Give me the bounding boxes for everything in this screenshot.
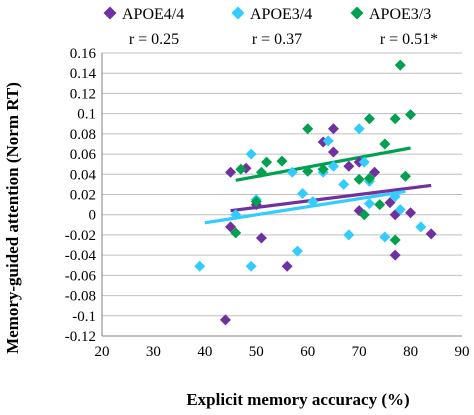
point-apoe33 [255,166,267,178]
point-apoe44 [219,314,231,326]
point-apoe34 [322,135,334,147]
legend-label-apoe33: APOE3/3 [369,6,431,23]
y-tick-label: -0.02 [65,228,96,244]
point-apoe33 [374,199,386,211]
points-layer [194,59,437,326]
point-apoe34 [291,245,303,257]
axes-layer [101,53,462,337]
point-apoe34 [358,156,370,168]
point-apoe34 [194,260,206,272]
y-axis-title: Memory-guided attention (Norm RT) [3,82,22,354]
y-tick-label: 0.1 [77,107,96,123]
point-apoe33 [379,138,391,150]
point-apoe33 [389,113,401,125]
point-apoe34 [286,166,298,178]
r-value-apoe44: r = 0.25 [129,31,179,48]
tick-layer: -0.12 -0.1 -0.08 -0.06 -0.04 -0.02 0 0.02 0.04 0.… [65,46,470,360]
point-apoe34 [353,123,365,135]
point-apoe34 [389,191,401,203]
point-apoe34 [230,209,242,221]
point-apoe44 [281,260,293,272]
point-apoe44 [405,207,417,219]
point-apoe33 [394,59,406,71]
legend-marker-apoe34 [231,6,245,20]
point-apoe33 [399,170,411,182]
point-apoe44 [327,146,339,158]
point-apoe33 [235,163,247,175]
legend-marker-apoe44 [103,6,117,20]
point-apoe33 [363,172,375,184]
point-apoe44 [389,249,401,261]
point-apoe34 [307,196,319,208]
point-apoe34 [363,198,375,210]
point-apoe44 [384,197,396,209]
x-tick-label: 20 [95,344,110,360]
r-value-apoe33: r = 0.51* [380,31,438,48]
y-tick-label: 0.14 [70,66,97,82]
y-tick-label: 0.16 [70,46,97,62]
legend-layer: APOE4/4 r = 0.25 APOE3/4 r = 0.37 APOE3/3 r =… [103,6,438,48]
x-tick-label: 90 [455,344,470,360]
trendline-apoe44 [230,183,432,213]
point-apoe33 [261,156,273,168]
legend-marker-apoe33 [350,6,364,20]
point-apoe33 [317,163,329,175]
point-apoe33 [302,165,314,177]
legend-label-apoe44: APOE4/4 [122,6,184,23]
y-tick-label: 0.06 [70,147,97,163]
point-apoe34 [327,160,339,172]
point-apoe34 [343,229,355,241]
y-tick-label: -0.06 [65,268,97,284]
point-apoe33 [353,173,365,185]
y-tick-label: -0.12 [65,329,96,345]
legend-label-apoe34: APOE3/4 [250,6,312,23]
x-tick-label: 30 [146,344,161,360]
point-apoe34 [245,260,257,272]
x-tick-label: 40 [197,344,212,360]
x-axis-title: Explicit memory accuracy (%) [186,390,409,409]
y-tick-label: 0.02 [70,188,96,204]
point-apoe44 [425,228,437,240]
y-tick-label: -0.08 [65,289,96,305]
point-apoe34 [245,148,257,160]
point-apoe33 [405,109,417,121]
point-apoe34 [338,178,350,190]
point-apoe44 [327,123,339,135]
y-tick-label: -0.04 [65,248,97,264]
point-apoe44 [343,160,355,172]
y-tick-label: 0 [89,208,97,224]
point-apoe33 [358,209,370,221]
point-apoe33 [389,234,401,246]
y-tick-label: -0.1 [72,309,96,325]
point-apoe44 [225,166,237,178]
point-apoe33 [230,227,242,239]
y-tick-label: 0.04 [70,167,97,183]
point-apoe34 [297,187,309,199]
x-tick-label: 50 [249,344,264,360]
point-apoe34 [379,231,391,243]
x-tick-label: 70 [352,344,367,360]
y-tick-label: 0.12 [70,86,96,102]
grid-layer [102,52,462,337]
point-apoe34 [415,221,427,233]
point-apoe33 [276,155,288,167]
point-apoe33 [302,123,314,135]
point-apoe33 [250,196,262,208]
point-apoe34 [394,204,406,216]
r-value-apoe34: r = 0.37 [252,31,302,48]
point-apoe44 [255,232,267,244]
x-tick-label: 60 [300,344,315,360]
y-tick-label: 0.08 [70,127,96,143]
point-apoe44 [369,166,381,178]
x-tick-label: 80 [403,344,418,360]
point-apoe33 [363,113,375,125]
point-apoe44 [225,221,237,233]
